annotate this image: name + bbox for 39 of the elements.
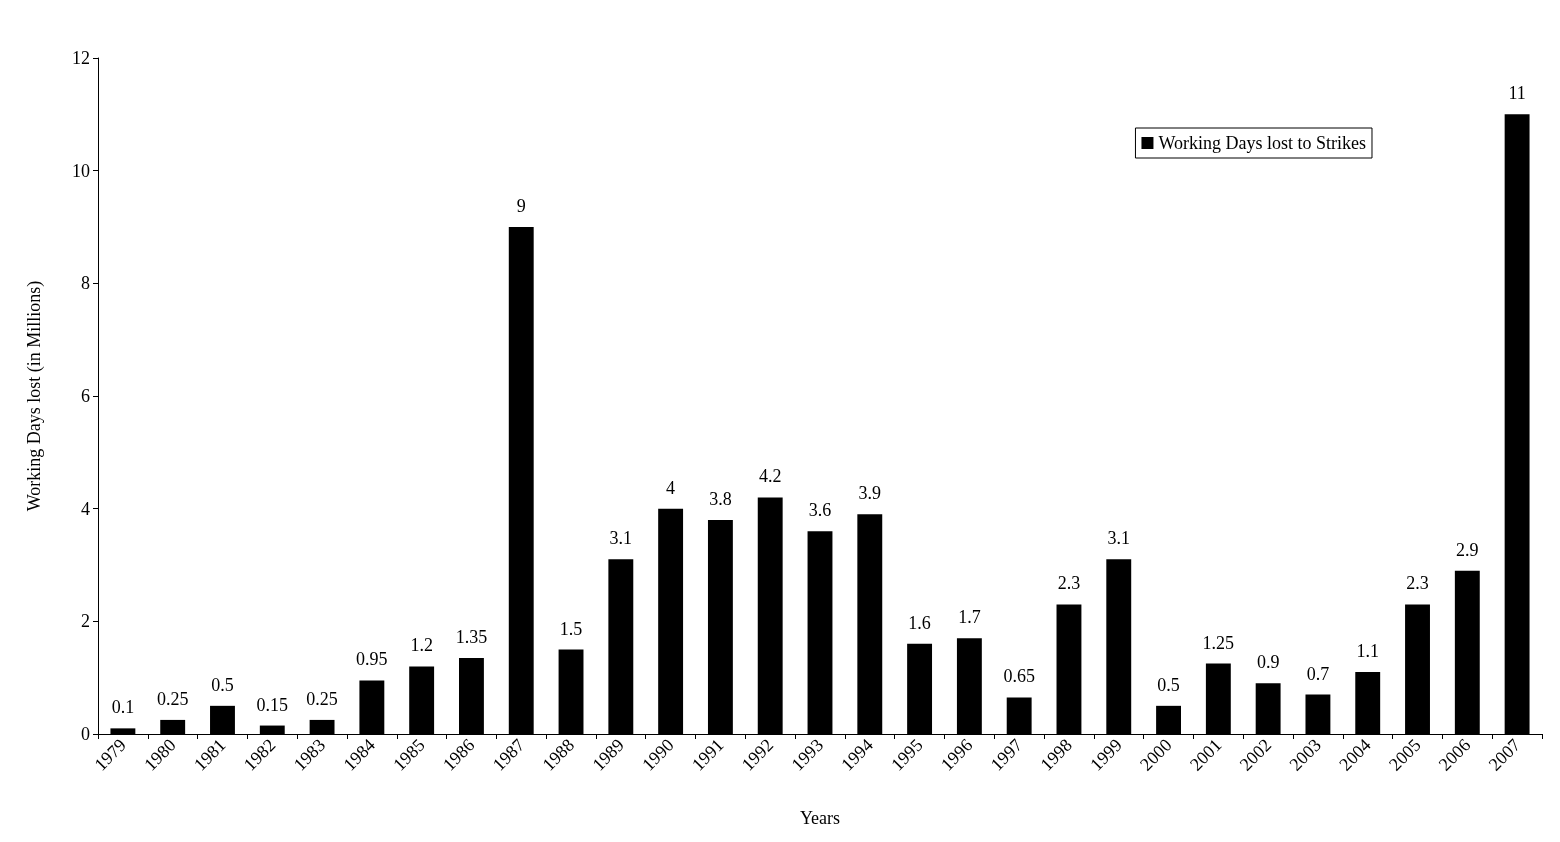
data-label: 0.15 bbox=[256, 694, 289, 715]
y-tick-label: 2 bbox=[81, 611, 90, 632]
data-label: 0.25 bbox=[306, 688, 338, 709]
data-label: 11 bbox=[1508, 83, 1526, 104]
y-tick-label: 6 bbox=[81, 386, 90, 406]
y-axis-title: Working Days lost (in Millions) bbox=[24, 280, 45, 512]
data-label: 3.6 bbox=[808, 500, 832, 521]
data-label: 2.9 bbox=[1456, 539, 1479, 560]
data-label: 0.7 bbox=[1306, 663, 1330, 684]
data-label: 3.1 bbox=[609, 528, 633, 549]
data-label: 4.2 bbox=[758, 466, 782, 487]
data-label: 0.95 bbox=[356, 649, 388, 670]
data-label: 1.5 bbox=[559, 618, 583, 639]
data-label: 0.5 bbox=[211, 674, 234, 695]
y-tick-label: 4 bbox=[81, 498, 90, 519]
data-label: 4 bbox=[666, 477, 676, 498]
y-tick-label: 10 bbox=[72, 160, 90, 181]
data-label: 0.25 bbox=[156, 688, 189, 709]
data-label: 1.6 bbox=[908, 612, 931, 633]
data-label: 0.9 bbox=[1256, 652, 1280, 673]
data-label: 1.25 bbox=[1202, 632, 1235, 653]
data-label: 1.1 bbox=[1356, 641, 1379, 662]
data-label: 3.8 bbox=[709, 488, 732, 509]
data-label: 2.3 bbox=[1057, 573, 1081, 594]
data-label: 1.35 bbox=[455, 626, 488, 647]
y-tick-label: 8 bbox=[81, 273, 90, 294]
legend-label: Working Days lost to Strikes bbox=[1158, 133, 1366, 153]
data-label: 0.1 bbox=[111, 697, 135, 718]
x-axis-title: Years bbox=[799, 808, 841, 828]
data-label: 2.3 bbox=[1406, 573, 1429, 594]
data-label: 1.2 bbox=[410, 635, 433, 656]
data-label: 0.5 bbox=[1157, 674, 1180, 695]
data-label: 3.9 bbox=[858, 483, 882, 504]
y-tick-label: 0 bbox=[81, 724, 90, 744]
data-label: 1.7 bbox=[958, 607, 981, 628]
data-label: 3.1 bbox=[1107, 528, 1131, 549]
y-tick-label: 12 bbox=[72, 48, 90, 68]
data-label: 9 bbox=[516, 196, 526, 216]
data-label: 0.65 bbox=[1003, 666, 1035, 687]
